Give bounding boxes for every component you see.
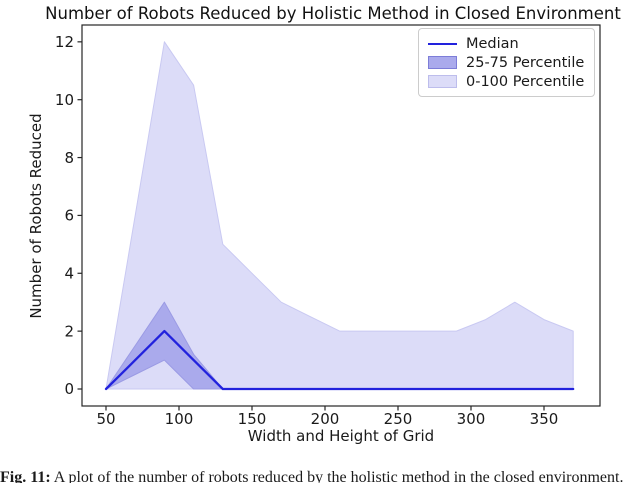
legend-label-median: Median bbox=[466, 35, 519, 52]
x-tick-label: 300 bbox=[457, 410, 486, 428]
legend-0-100-patch-swatch bbox=[428, 75, 457, 88]
legend-median-line-swatch bbox=[428, 42, 457, 45]
x-axis-label: Width and Height of Grid bbox=[247, 427, 435, 445]
y-tick-label: 4 bbox=[64, 264, 74, 282]
median-line bbox=[104, 329, 575, 391]
chart-canvas: 50 100 150 200 250 300 350 0 2 4 6 8 10 12 bbox=[55, 24, 601, 428]
y-axis-label: Number of Robots Reduced bbox=[27, 113, 45, 319]
legend-entry-0-100: 0-100 Percentile bbox=[428, 74, 585, 90]
y-tick-label: 8 bbox=[64, 149, 74, 167]
legend-entry-25-75: 25-75 Percentile bbox=[428, 55, 585, 71]
x-tick-label: 50 bbox=[96, 410, 115, 428]
y-tick-label: 0 bbox=[64, 380, 74, 398]
x-tick-label: 200 bbox=[311, 410, 340, 428]
x-tick-label: 250 bbox=[384, 410, 413, 428]
y-tick-label: 10 bbox=[55, 91, 74, 109]
y-tick-label: 6 bbox=[64, 207, 74, 225]
chart-title: Number of Robots Reduced by Holistic Met… bbox=[45, 4, 621, 23]
legend-label-0-100: 0-100 Percentile bbox=[466, 73, 585, 90]
figure-caption-text: A plot of the number of robots reduced b… bbox=[53, 469, 624, 483]
y-tick-label: 2 bbox=[64, 322, 74, 340]
x-tick-label: 350 bbox=[530, 410, 559, 428]
x-tick-label: 150 bbox=[238, 410, 267, 428]
legend-25-75-patch-swatch bbox=[428, 56, 457, 69]
x-tick-label: 100 bbox=[165, 410, 194, 428]
legend: Median 25-75 Percentile 0-100 Percentile bbox=[418, 28, 595, 97]
figure-caption-label: Fig. 11: bbox=[0, 469, 51, 483]
legend-label-25-75: 25-75 Percentile bbox=[466, 54, 585, 71]
legend-entry-median: Median bbox=[428, 36, 585, 52]
y-tick-label: 12 bbox=[55, 33, 74, 51]
figure-caption: Fig. 11: A plot of the number of robots … bbox=[0, 469, 640, 483]
